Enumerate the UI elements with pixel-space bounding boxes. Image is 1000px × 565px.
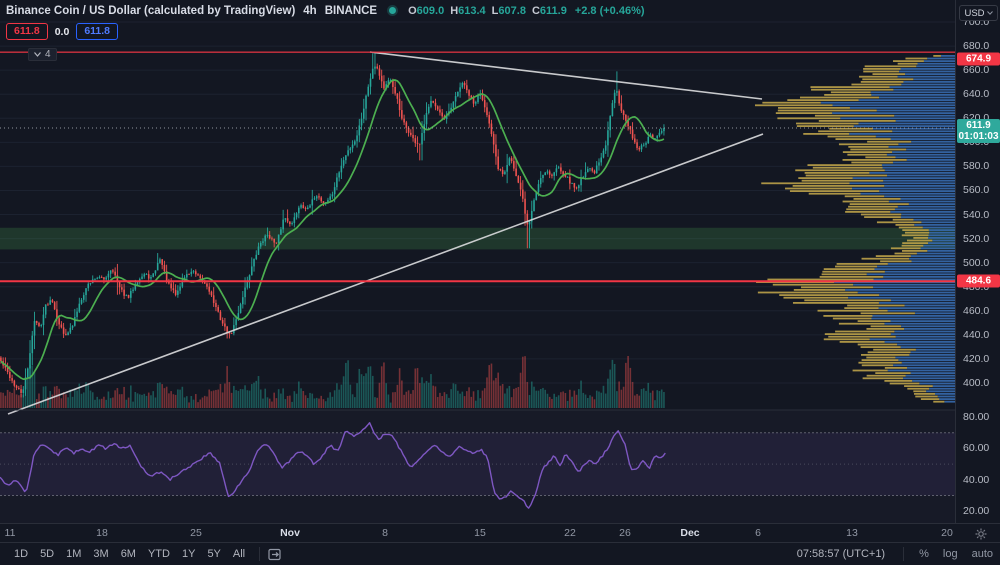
rsi-tick: 40.00 (963, 473, 990, 486)
time-tick: 13 (846, 527, 858, 539)
close-value: 611.9 (539, 4, 567, 17)
date-range-buttons: 1D 5D 1M 3M 6M YTD 1Y 5Y All (8, 546, 251, 562)
rsi-tick: 60.00 (963, 442, 990, 455)
price-tick: 520.0 (963, 232, 990, 245)
legend-collapse-button[interactable]: 4 (28, 48, 57, 61)
price-tick: 500.0 (963, 256, 990, 269)
price-tick: 640.0 (963, 88, 990, 101)
time-tick: 22 (564, 527, 576, 539)
time-tick: Dec (680, 527, 700, 539)
market-status-icon (389, 7, 397, 14)
range-button-1m[interactable]: 1M (66, 548, 82, 560)
price-tick: 660.0 (963, 64, 990, 77)
range-button-all[interactable]: All (232, 548, 246, 560)
resistance-price-label: 674.9 (957, 52, 1000, 66)
time-axis[interactable]: 11 18 25 Nov 8 15 22 26 Dec 6 13 20 (0, 523, 1000, 542)
price-tick: 680.0 (963, 40, 990, 53)
price-tick: 540.0 (963, 208, 990, 221)
time-tick: 20 (941, 527, 953, 539)
rsi-tick: 80.00 (963, 411, 990, 423)
exchange-label[interactable]: BINANCE (324, 4, 378, 17)
session-clock[interactable]: 07:58:57 (UTC+1) (796, 548, 886, 560)
currency-toggle-button[interactable]: USD (959, 5, 998, 21)
toolbar-divider (903, 547, 905, 561)
rsi-line[interactable] (0, 422, 666, 509)
price-tick: 420.0 (963, 352, 990, 365)
price-gridlines (0, 21, 955, 384)
chevron-down-icon (986, 11, 993, 15)
time-tick: 18 (96, 527, 108, 539)
time-tick: 6 (755, 527, 761, 539)
range-button-3m[interactable]: 3M (93, 548, 109, 560)
high-value: 613.4 (458, 4, 486, 17)
chevron-down-icon (34, 52, 41, 57)
moving-average-line[interactable] (0, 79, 665, 380)
candles (0, 53, 665, 398)
price-chart-canvas[interactable] (0, 0, 955, 523)
price-tick: 440.0 (963, 328, 990, 341)
low-value: 607.8 (498, 4, 526, 17)
toolbar-divider (259, 547, 261, 561)
descending-trendline[interactable] (369, 51, 763, 100)
interval-label[interactable]: 4h (303, 4, 317, 17)
open-value: 609.0 (416, 4, 445, 17)
range-button-5y[interactable]: 5Y (207, 548, 221, 560)
volume-bars (0, 356, 665, 408)
sell-price-button[interactable]: 611.8 (6, 23, 48, 40)
chart-legend: Binance Coin / US Dollar (calculated by … (6, 3, 645, 62)
time-tick: Nov (280, 527, 300, 539)
range-button-1y[interactable]: 1Y (181, 548, 196, 560)
time-tick: 15 (474, 527, 486, 539)
time-tick: 25 (190, 527, 202, 539)
range-button-1d[interactable]: 1D (14, 548, 29, 560)
last-price-value: 611.9 (966, 120, 991, 131)
change-value: +2.8 (+0.46%) (574, 4, 645, 17)
legend-collapsed-count: 4 (45, 49, 51, 60)
symbol-title[interactable]: Binance Coin / US Dollar (calculated by … (6, 4, 296, 17)
range-button-ytd[interactable]: YTD (147, 548, 170, 560)
ohlc-values: O609.0 H613.4 L607.8 C611.9 (408, 4, 567, 17)
volume-profile (754, 55, 955, 403)
price-tick: 560.0 (963, 184, 990, 197)
time-tick: 26 (619, 527, 631, 539)
go-to-date-icon[interactable] (268, 548, 283, 561)
price-tick: 460.0 (963, 304, 990, 317)
time-tick: 11 (4, 527, 16, 539)
range-button-6m[interactable]: 6M (120, 548, 136, 560)
auto-scale-button[interactable]: auto (971, 548, 993, 560)
time-tick: 8 (382, 527, 388, 539)
buy-price-button[interactable]: 611.8 (76, 23, 119, 40)
rsi-tick: 20.00 (963, 505, 990, 518)
price-axis[interactable]: USD 700.0680.0660.0640.0620.0600.0580.05… (955, 0, 1000, 523)
ascending-trendline[interactable] (7, 133, 764, 415)
log-scale-button[interactable]: log (942, 548, 958, 560)
range-button-5d[interactable]: 5D (40, 548, 55, 560)
gear-icon[interactable] (974, 527, 988, 541)
support-price-label: 484.6 (957, 274, 1000, 288)
rsi-pane (0, 410, 955, 523)
percent-scale-button[interactable]: % (919, 548, 929, 560)
last-price-label: 611.9 01:01:03 (957, 119, 1000, 143)
bar-countdown: 01:01:03 (958, 131, 999, 142)
spread-value: 0.0 (54, 25, 70, 38)
bottom-toolbar: 1D 5D 1M 3M 6M YTD 1Y 5Y All 07:58:57 (UTC+1) % … (0, 542, 1000, 565)
price-tick: 580.0 (963, 160, 990, 173)
support-zone[interactable] (0, 227, 955, 250)
price-tick: 400.0 (963, 376, 990, 389)
